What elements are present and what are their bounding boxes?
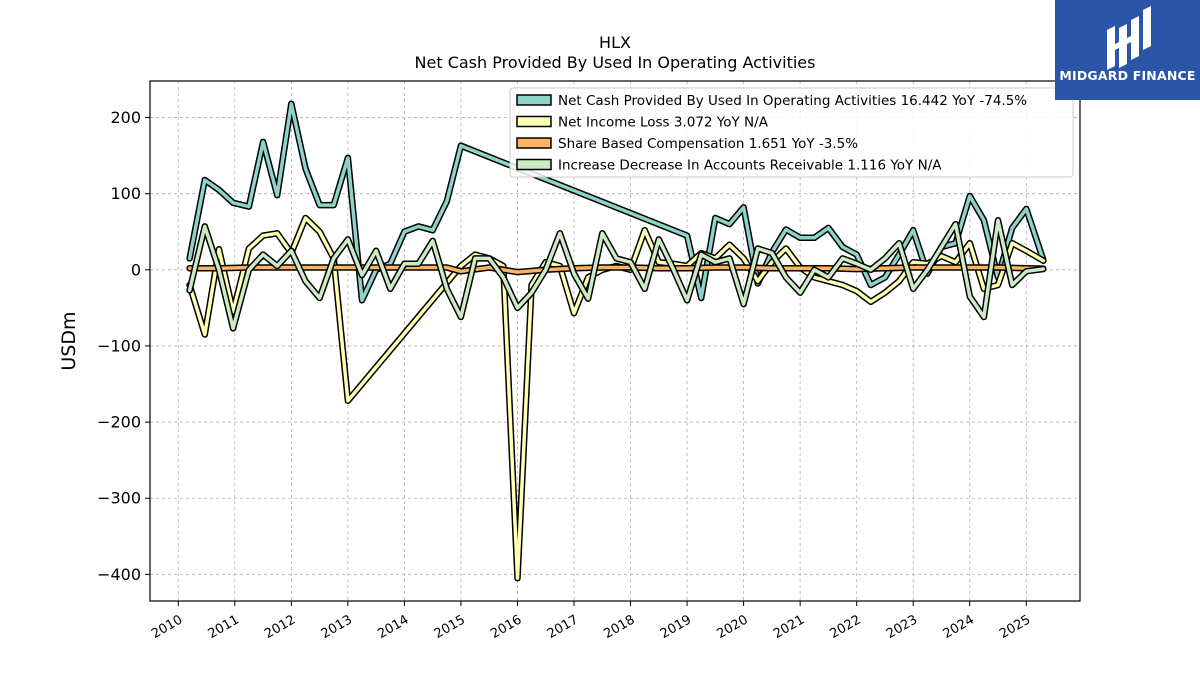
chart-subtitle: Net Cash Provided By Used In Operating A… [415, 53, 816, 72]
series-outline-1 [186, 214, 1047, 582]
legend-box [509, 87, 1074, 178]
series-line-1 [187, 216, 1046, 580]
x-tick-label: 2011 [206, 612, 242, 642]
y-tick-label: 0 [131, 260, 141, 279]
y-tick-label: 100 [110, 184, 141, 203]
x-tick-label: 2014 [375, 612, 411, 642]
legend: Net Cash Provided By Used In Operating A… [509, 87, 1074, 178]
logo-text: MIDGARD FINANCE [1059, 68, 1196, 83]
x-tick-label: 2021 [771, 612, 807, 642]
legend-entry-0: Net Cash Provided By Used In Operating A… [558, 93, 1027, 109]
y-tick-label: −100 [97, 336, 141, 355]
y-tick-label: −400 [97, 565, 141, 584]
legend-swatch-1 [516, 115, 552, 128]
plot-frame [149, 80, 1081, 602]
logo-mark-icon [1107, 6, 1151, 70]
x-tick-label: 2015 [432, 612, 468, 642]
legend-entry-2: Share Based Compensation 1.651 YoY -3.5% [558, 136, 858, 152]
x-tick-label: 2022 [828, 612, 864, 642]
x-tick-label: 2017 [545, 612, 581, 642]
x-tick-label: 2016 [488, 612, 524, 642]
y-axis: 200 100 0 −100 −200 −300 −400 [97, 108, 150, 584]
x-tick-label: 2018 [601, 612, 637, 642]
legend-swatch-2 [516, 137, 552, 149]
brand-logo: MIDGARD FINANCE [1055, 0, 1200, 100]
y-tick-label: −300 [97, 489, 141, 508]
x-tick-label: 2025 [997, 612, 1033, 642]
y-axis-label: USDm [58, 311, 80, 370]
x-tick-label: 2024 [941, 612, 977, 642]
x-tick-label: 2020 [714, 612, 750, 642]
x-tick-label: 2012 [262, 612, 298, 642]
x-axis: 2010 2011 2012 2013 2014 2015 2016 2017 2018 2019… [149, 601, 1033, 642]
x-tick-label: 2019 [658, 612, 694, 642]
x-tick-label: 2023 [884, 612, 920, 642]
x-tick-label: 2010 [149, 612, 185, 642]
series-line-3 [187, 218, 1046, 331]
legend-swatch-0 [516, 94, 552, 106]
legend-entry-1: Net Income Loss 3.072 YoY N/A [558, 115, 769, 131]
series-layer [186, 100, 1047, 582]
chart-title: HLX [599, 33, 631, 52]
y-tick-label: 200 [110, 108, 141, 127]
legend-entry-3: Increase Decrease In Accounts Receivable… [558, 158, 942, 174]
legend-swatch-3 [516, 158, 552, 171]
y-tick-label: −200 [97, 413, 141, 432]
x-tick-label: 2013 [319, 612, 355, 642]
